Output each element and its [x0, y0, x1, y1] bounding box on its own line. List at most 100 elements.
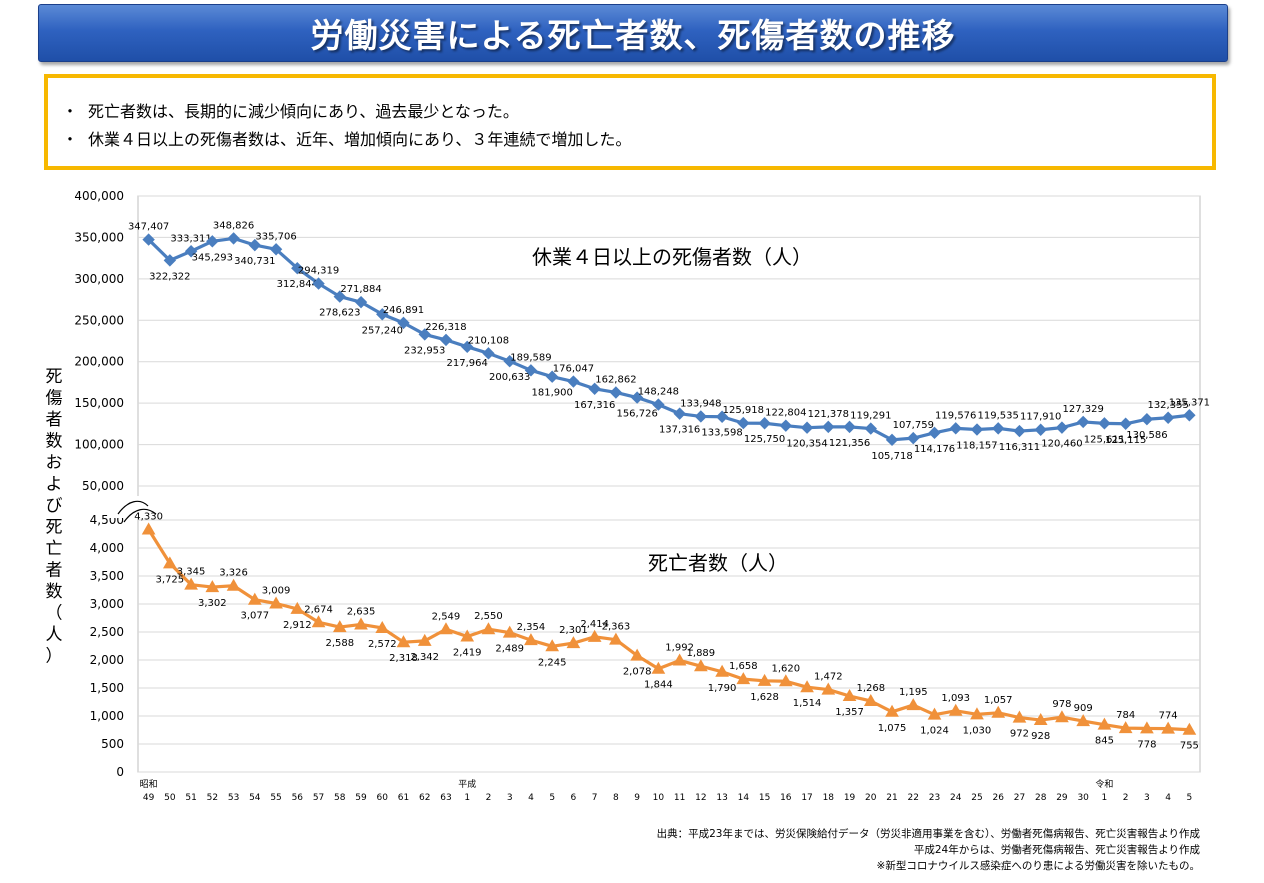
data-point — [333, 290, 346, 303]
data-point — [184, 577, 198, 590]
data-label: 105,718 — [871, 451, 912, 462]
data-point — [417, 633, 432, 646]
data-label: 210,108 — [468, 335, 509, 346]
x-tick-label: 53 — [228, 793, 239, 803]
x-tick-label: 62 — [419, 793, 430, 803]
data-label: 167,316 — [574, 400, 615, 411]
data-label: 119,576 — [935, 410, 976, 421]
y-tick-label: 300,000 — [74, 272, 124, 286]
data-point — [1097, 717, 1112, 730]
source-note: 出典：平成23年までは、労災保険給付データ（労災非適用事業を含む）、労働者死傷病… — [657, 826, 1200, 874]
x-tick-label: 22 — [908, 793, 919, 803]
data-label: 2,588 — [325, 638, 354, 649]
data-label: 119,291 — [850, 411, 891, 422]
data-point — [502, 625, 517, 638]
x-tick-label: 63 — [440, 793, 451, 803]
x-tick-label: 49 — [143, 793, 155, 803]
summary-line: ・ 休業４日以上の死傷者数は、近年、増加傾向にあり、３年連続で増加した。 — [62, 126, 1198, 154]
data-point — [757, 673, 772, 686]
data-label: 116,311 — [999, 442, 1040, 453]
x-tick-label: 30 — [1077, 793, 1089, 803]
data-point — [291, 262, 304, 275]
data-point — [248, 238, 262, 252]
data-point — [290, 601, 305, 614]
data-point — [269, 243, 283, 256]
x-tick-label: 56 — [292, 793, 304, 803]
axis-break-mark — [117, 500, 149, 515]
data-point — [354, 617, 368, 630]
data-label: 3,077 — [240, 611, 269, 622]
data-label: 978 — [1052, 699, 1071, 710]
data-point — [842, 689, 857, 702]
data-point — [949, 422, 962, 435]
data-point — [715, 664, 729, 677]
y-tick-label: 150,000 — [74, 396, 124, 410]
data-point — [1013, 424, 1026, 438]
data-point — [1055, 710, 1069, 723]
data-label: 135,371 — [1169, 397, 1210, 408]
x-tick-label: 28 — [1035, 793, 1047, 803]
data-point — [418, 328, 431, 341]
data-label: 3,009 — [262, 585, 291, 596]
data-point — [1161, 411, 1175, 424]
source-line: 出典：平成23年までは、労災保険給付データ（労災非適用事業を含む）、労働者死傷病… — [656, 828, 1200, 840]
data-point — [758, 417, 771, 430]
data-point — [1012, 710, 1027, 723]
x-tick-label: 2 — [486, 793, 492, 803]
x-tick-label: 4 — [528, 793, 534, 803]
data-point — [630, 391, 644, 404]
data-point — [396, 635, 411, 648]
x-tick-label: 2 — [1123, 793, 1129, 803]
x-tick-label: 54 — [249, 793, 261, 803]
data-label: 2,572 — [368, 639, 397, 650]
data-point — [545, 370, 559, 383]
x-tick-label: 18 — [823, 793, 835, 803]
data-label: 1,658 — [729, 661, 758, 672]
data-label: 2,342 — [410, 652, 439, 663]
data-point — [566, 636, 581, 649]
summary-text: 死亡者数は、長期的に減少傾向にあり、過去最少となった。 — [88, 102, 519, 121]
x-tick-label: 25 — [971, 793, 982, 803]
data-label: 130,586 — [1126, 430, 1167, 441]
data-label: 125,750 — [744, 434, 785, 445]
data-point — [800, 680, 814, 693]
data-label: 271,884 — [340, 284, 381, 295]
x-tick-label: 19 — [844, 793, 856, 803]
data-label: 1,093 — [941, 693, 970, 704]
x-tick-label: 8 — [613, 793, 619, 803]
data-label: 1,628 — [750, 692, 779, 703]
data-label: 335,706 — [255, 231, 296, 242]
data-point — [864, 422, 877, 435]
data-point — [461, 340, 474, 354]
x-tick-label: 6 — [571, 793, 577, 803]
y-tick-label: 3,500 — [90, 569, 124, 583]
data-label: 2,354 — [517, 622, 546, 633]
data-label: 1,024 — [920, 726, 949, 737]
data-label: 2,363 — [602, 622, 631, 633]
data-label: 784 — [1116, 710, 1135, 721]
data-label: 114,176 — [914, 444, 955, 455]
data-label: 1,889 — [687, 648, 716, 659]
data-point — [524, 364, 538, 377]
data-label: 246,891 — [383, 305, 424, 316]
series-title: 死亡者数（人） — [648, 551, 788, 575]
x-tick-label: 12 — [695, 793, 706, 803]
x-tick-label: 1 — [464, 793, 470, 803]
data-point — [247, 592, 262, 605]
x-tick-label: 16 — [780, 793, 792, 803]
data-point — [460, 629, 475, 642]
data-point — [630, 648, 645, 661]
data-point — [482, 347, 495, 360]
data-label: 348,826 — [213, 220, 254, 231]
data-point — [652, 398, 665, 411]
x-tick-label: 5 — [1187, 793, 1193, 803]
data-point — [1098, 417, 1111, 430]
data-label: 294,319 — [298, 266, 339, 277]
data-point — [503, 354, 516, 368]
data-label: 132,355 — [1147, 400, 1188, 411]
x-tick-label: 14 — [738, 793, 750, 803]
data-point — [927, 707, 942, 720]
x-tick-label: 57 — [313, 793, 324, 803]
data-point — [227, 232, 240, 245]
data-point — [779, 419, 793, 432]
